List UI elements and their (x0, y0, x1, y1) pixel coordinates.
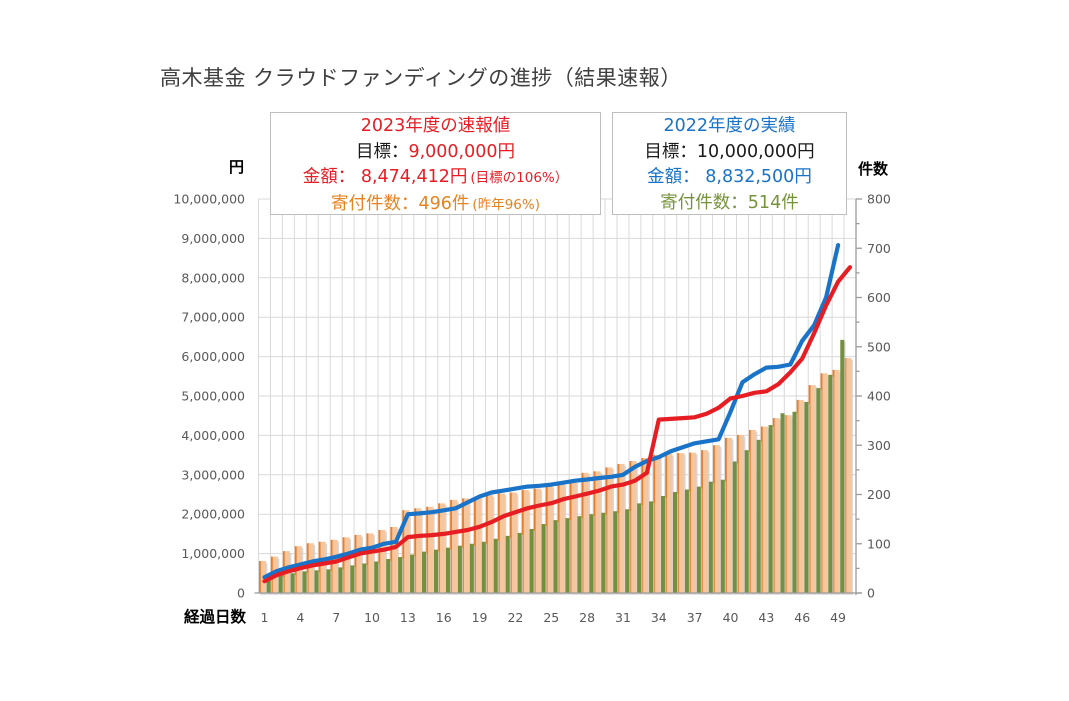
svg-text:4: 4 (296, 610, 304, 625)
svg-text:5,000,000: 5,000,000 (181, 389, 245, 404)
svg-text:400: 400 (867, 389, 891, 404)
info-box-2022: 2022年度の実績 目標：10,000,000円 金額： 8,832,500円 … (612, 112, 847, 215)
svg-text:40: 40 (723, 610, 739, 625)
y-left-tick-labels: 0 1,000,000 2,000,000 3,000,000 4,000,000 5,0… (173, 192, 245, 601)
box-2022-amount: 金額： 8,832,500円 (647, 167, 812, 187)
svg-text:16: 16 (436, 610, 452, 625)
svg-text:4,000,000: 4,000,000 (181, 428, 245, 443)
svg-text:8,000,000: 8,000,000 (181, 270, 245, 285)
box-2023-title: 2023年度の速報値 (360, 116, 511, 136)
svg-text:7: 7 (332, 610, 340, 625)
svg-text:22: 22 (507, 610, 523, 625)
svg-text:9,000,000: 9,000,000 (181, 231, 245, 246)
svg-text:300: 300 (867, 438, 891, 453)
svg-text:1,000,000: 1,000,000 (181, 546, 245, 561)
line-2022-amount (262, 243, 841, 580)
chart-title: 高木基金 クラウドファンディングの進捗（結果速報） (160, 66, 682, 90)
svg-text:3,000,000: 3,000,000 (181, 467, 245, 482)
bars-2022-counts (266, 339, 846, 595)
svg-text:10,000,000: 10,000,000 (173, 192, 245, 207)
y-right-axis-title: 件数 (858, 160, 889, 178)
svg-text:200: 200 (867, 487, 891, 502)
svg-text:2,000,000: 2,000,000 (181, 507, 245, 522)
svg-text:0: 0 (867, 586, 875, 601)
box-2022-goal: 目標：10,000,000円 (644, 141, 815, 162)
y-right-tick-labels: 0 100 200 300 400 500 600 700 800 (867, 192, 891, 601)
box-2023-count: 寄付件数：496件 (昨年96%) (331, 193, 540, 214)
svg-text:0: 0 (237, 586, 245, 601)
svg-text:100: 100 (867, 536, 891, 551)
y-left-axis-title: 円 (228, 158, 244, 176)
svg-text:28: 28 (579, 610, 595, 625)
plot-border (254, 198, 862, 595)
svg-text:10: 10 (364, 610, 380, 625)
svg-text:500: 500 (867, 339, 891, 354)
box-2022-title: 2022年度の実績 (663, 116, 796, 136)
svg-text:700: 700 (867, 241, 891, 256)
svg-text:43: 43 (758, 610, 774, 625)
x-axis-title: 経過日数 (184, 608, 247, 626)
svg-text:49: 49 (830, 610, 846, 625)
box-2022-count: 寄付件数：514件 (660, 192, 799, 213)
svg-text:7,000,000: 7,000,000 (181, 310, 245, 325)
svg-text:25: 25 (543, 610, 559, 625)
box-2023-goal: 目標：9,000,000円 (355, 141, 516, 162)
x-tick-labels: 1 4 7 10 13 16 19 22 25 28 31 34 37 40 43 46 49 (260, 610, 846, 625)
svg-text:600: 600 (867, 290, 891, 305)
svg-text:1: 1 (260, 610, 268, 625)
svg-text:19: 19 (472, 610, 488, 625)
box-2023-amount: 金額： 8,474,412円 (目標の106%） (302, 167, 569, 187)
svg-text:31: 31 (615, 610, 631, 625)
svg-text:34: 34 (651, 610, 667, 625)
svg-text:37: 37 (687, 610, 703, 625)
info-box-2023: 2023年度の速報値 目標：9,000,000円 金額： 8,474,412円(… (270, 112, 601, 215)
svg-text:46: 46 (794, 610, 810, 625)
line-2023-amount (262, 265, 853, 584)
svg-text:13: 13 (400, 610, 416, 625)
svg-text:6,000,000: 6,000,000 (181, 349, 245, 364)
svg-text:800: 800 (867, 192, 891, 207)
